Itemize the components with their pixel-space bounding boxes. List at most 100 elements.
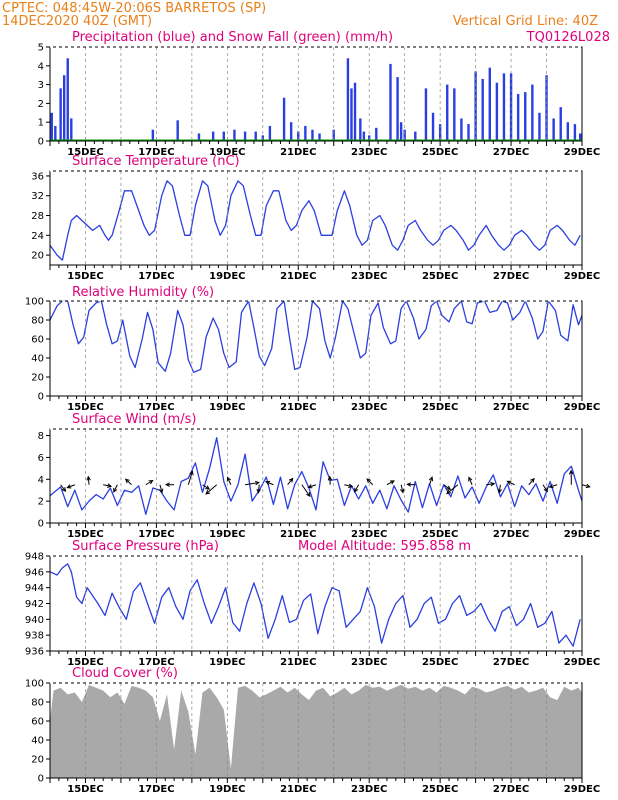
wind-arrow-head [327,475,333,481]
y-tick-label: 942 [25,599,44,610]
wind-arrow-head [406,482,412,487]
wind-title: Surface Wind (m/s) [72,412,196,427]
wind-arrow-head [124,478,130,484]
x-tick-label: 17DEC [138,784,174,795]
rh-frame [49,300,583,397]
x-tick-label: 25DEC [422,784,458,795]
temp-line [49,180,581,261]
precip-bar [50,112,53,141]
wind-arrow [498,484,501,493]
wind-arrow-head [428,476,434,482]
x-tick-label: 29DEC [564,402,600,413]
wind-arrow-head [226,476,231,482]
y-tick-label: 944 [25,583,44,594]
wind-arrow-head [354,487,359,493]
x-tick-label: 15DEC [67,402,103,413]
precip-bar [297,131,300,141]
precip-bar [414,131,417,141]
precip-bar [453,88,456,141]
precip-bar [538,112,541,141]
wind-arrow [145,480,153,486]
wind-arrow [202,484,210,490]
x-tick-label: 29DEC [564,657,600,668]
x-tick-label: 17DEC [138,657,174,668]
y-tick-label: 32 [31,191,44,202]
y-tick-label: 100 [25,679,44,690]
precip-bar [311,129,314,141]
x-tick-label: 21DEC [280,271,316,282]
wind-arrow-head [256,488,261,494]
y-tick-label: 940 [25,615,44,626]
wind-arrow-head [389,480,395,485]
y-tick-label: 2 [38,99,44,110]
y-tick-label: 8 [38,431,44,442]
wind-arrow [257,484,260,493]
precip-bar [362,131,366,141]
wind-arrow [60,484,66,492]
precip-bar [573,124,577,141]
x-tick-label: 25DEC [422,147,458,158]
precip-bar [579,133,582,141]
precip-bar [282,97,286,141]
wind-arrow [287,478,294,486]
wind-arrow-head [548,483,554,489]
wind-arrow [308,484,317,488]
x-tick-label: 27DEC [493,147,529,158]
x-tick-label: 27DEC [493,271,529,282]
wind-arrow [205,484,218,495]
y-tick-label: 24 [31,231,44,242]
wind-arrow [549,484,558,488]
precip-bar [474,71,477,141]
x-tick-label: 17DEC [138,529,174,540]
wind-arrow-head [446,485,452,490]
x-tick-label: 25DEC [422,402,458,413]
x-tick-label: 21DEC [280,147,316,158]
x-tick-label: 21DEC [280,657,316,668]
y-tick-label: 5 [38,43,44,54]
x-tick-label: 29DEC [564,271,600,282]
wind-arrow [187,471,193,485]
wind-arrow [344,484,353,488]
x-tick-label: 15DEC [67,529,103,540]
y-tick-label: 1 [38,118,44,129]
x-tick-label: 21DEC [280,402,316,413]
wind-arrow-head [205,490,211,495]
x-tick-label: 19DEC [209,147,245,158]
y-tick-label: 936 [25,647,44,658]
wind-arrow-head [265,480,271,486]
precip-title: Precipitation (blue) and Snow Fall (gree… [72,30,393,45]
wind-arrow-head [288,477,294,483]
y-tick-label: 6 [38,453,44,464]
precip-bar [70,118,73,141]
model-altitude: Model Altitude: 595.858 m [298,539,471,554]
precip-bar [488,67,491,141]
precip-bar [54,125,57,141]
precip-bar [389,63,392,141]
x-tick-label: 27DEC [493,402,529,413]
x-tick-label: 19DEC [209,529,245,540]
wind-line [49,437,583,515]
wind-arrow-head [468,476,473,482]
wind-arrow [366,478,374,486]
temp-title: Surface Temperature (nC) [72,154,240,169]
precip-frame [49,46,583,142]
x-tick-label: 23DEC [351,402,387,413]
precip-bar [524,92,527,141]
precip-bar [359,118,362,141]
wind-arrow-head [348,483,354,488]
wind-arrow [528,478,535,486]
y-tick-label: 80 [31,316,44,327]
rh-title: Relative Humidity (%) [72,285,214,300]
x-tick-label: 27DEC [493,529,529,540]
precip-bar [318,133,321,141]
precip-bar [151,129,155,141]
x-tick-label: 21DEC [280,784,316,795]
wind-arrow-head [189,470,194,476]
wind-arrow [67,484,76,489]
wind-arrow-head [158,488,164,494]
wind-arrow-head [61,487,67,493]
wind-arrow [113,484,118,493]
precip-bar [502,73,506,141]
wind-arrow-head [306,492,311,498]
